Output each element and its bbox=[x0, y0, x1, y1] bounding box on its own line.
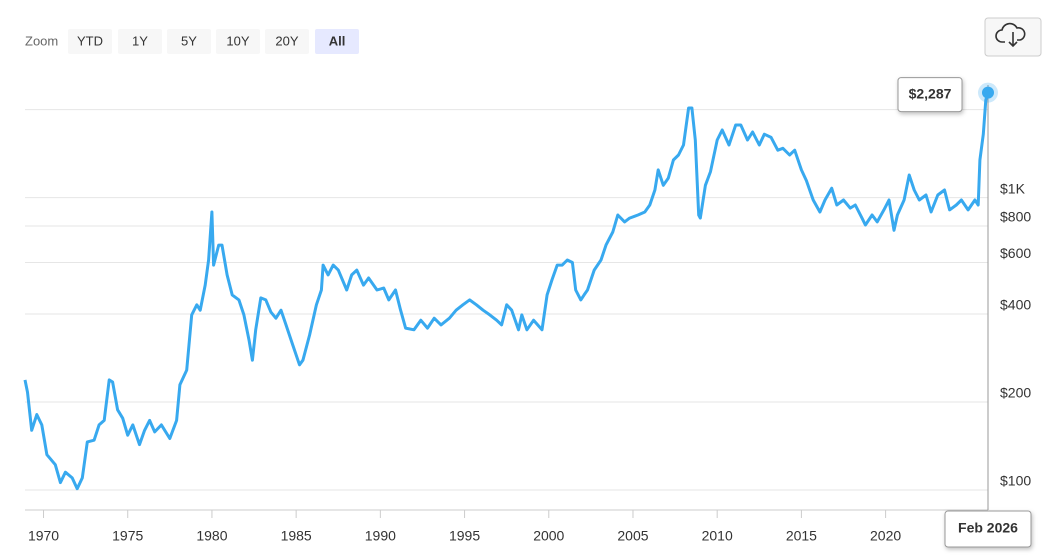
zoom-button[interactable]: 20Y bbox=[265, 29, 309, 54]
x-tick-label: 1970 bbox=[28, 528, 59, 544]
y-tick-label: $400 bbox=[1000, 297, 1031, 313]
x-crosshair-label: Feb 2026 bbox=[958, 520, 1018, 536]
x-tick-label: 1980 bbox=[196, 528, 227, 544]
zoom-button-bg[interactable] bbox=[216, 29, 260, 54]
tooltip-label: $2,287 bbox=[909, 85, 952, 101]
x-tick-label: 2005 bbox=[617, 528, 648, 544]
zoom-button-bg[interactable] bbox=[118, 29, 162, 54]
y-tick-label: $600 bbox=[1000, 245, 1031, 261]
x-tick-label: 2010 bbox=[702, 528, 733, 544]
zoom-button-bg[interactable] bbox=[68, 29, 112, 54]
tooltip-box bbox=[897, 77, 963, 113]
download-icon[interactable] bbox=[995, 22, 1026, 48]
x-tick-label: 1990 bbox=[365, 528, 396, 544]
zoom-button-label[interactable]: All bbox=[329, 33, 346, 48]
x-tick-label: 2000 bbox=[533, 528, 564, 544]
zoom-button[interactable]: YTD bbox=[68, 29, 112, 54]
y-tick-label: $100 bbox=[1000, 473, 1031, 489]
zoom-button-label[interactable]: YTD bbox=[77, 33, 103, 48]
x-tick-label: 2020 bbox=[870, 528, 901, 544]
zoom-button-bg[interactable] bbox=[315, 29, 359, 54]
zoom-label: Zoom bbox=[25, 33, 58, 48]
download-button[interactable] bbox=[984, 17, 1042, 57]
zoom-button-label[interactable]: 5Y bbox=[181, 33, 197, 48]
zoom-button[interactable]: 1Y bbox=[118, 29, 162, 54]
y-tick-label: $200 bbox=[1000, 385, 1031, 401]
x-tick-label: 1995 bbox=[449, 528, 480, 544]
last-point bbox=[982, 86, 994, 99]
zoom-button[interactable]: 5Y bbox=[167, 29, 211, 54]
x-tick-label: 1985 bbox=[281, 528, 312, 544]
price-line bbox=[23, 92, 990, 491]
y-tick-label: $1K bbox=[1000, 180, 1026, 196]
x-tick-label: 1975 bbox=[112, 528, 143, 544]
zoom-button-bg[interactable] bbox=[167, 29, 211, 54]
y-tick-label: $800 bbox=[1000, 209, 1031, 225]
zoom-button-label[interactable]: 1Y bbox=[132, 33, 148, 48]
zoom-button[interactable]: All bbox=[315, 29, 359, 54]
zoom-button-label[interactable]: 10Y bbox=[226, 33, 249, 48]
zoom-button[interactable]: 10Y bbox=[216, 29, 260, 54]
x-tick-label: 2015 bbox=[786, 528, 817, 544]
zoom-button-label[interactable]: 20Y bbox=[275, 33, 298, 48]
zoom-button-bg[interactable] bbox=[265, 29, 309, 54]
x-label-box bbox=[944, 510, 1032, 548]
